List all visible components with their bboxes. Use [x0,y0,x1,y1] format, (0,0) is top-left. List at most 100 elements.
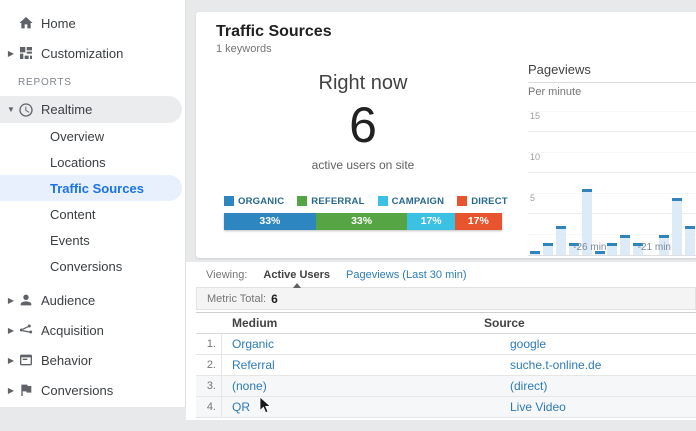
organic-swatch-icon [224,196,234,206]
legend-label: ORGANIC [238,195,285,207]
campaign-segment: 17% [407,212,455,230]
chart-bar [530,250,540,255]
row-index: 1. [196,334,222,354]
active-users-caption: active users on site [311,157,415,172]
sidebar-item-label: Customization [41,45,124,61]
reports-section-label: REPORTS [18,76,72,88]
person-icon [18,292,34,308]
metric-total-value: 6 [271,291,278,306]
source-link[interactable]: google [510,337,547,351]
sub-item-label: Traffic Sources [50,180,144,196]
sidebar-item-content[interactable]: Content [0,201,185,227]
chart-bar [581,189,592,255]
sub-item-label: Content [50,206,96,222]
page-subtitle: 1 keywords [216,43,272,55]
sources-table: Medium Source 1. Organic google 2. Refer… [196,312,696,418]
chart-title: Pageviews [528,62,696,83]
behavior-icon [18,352,34,368]
row-index: 2. [196,355,222,375]
chart-bar [684,226,695,255]
table-header-row: Medium Source [196,313,696,334]
tab-active-users[interactable]: Active Users [263,269,331,288]
viewing-label: Viewing: [206,269,248,281]
chart-bar [671,197,682,255]
chevron-down-icon: ▼ [7,105,15,114]
chart-bar [633,242,644,255]
sidebar-item-conversions[interactable]: ▶ Conversions [0,375,185,405]
pageviews-chart: Pageviews Per minute 5 10 15 -26 min -21 … [528,62,696,258]
chart-bar [542,242,553,255]
row-index: 4. [196,397,222,417]
chevron-right-icon: ▶ [7,325,15,335]
sidebar-item-realtime[interactable]: ▼ Realtime [0,96,182,123]
sub-item-label: Locations [50,154,106,170]
sidebar-item-acquisition[interactable]: ▶ Acquisition [0,315,185,345]
medium-link[interactable]: QR [232,400,250,414]
organic-segment: 33% [224,212,316,230]
table-row: 2. Referral suche.t-online.de [196,355,696,376]
source-legend: ORGANIC REFERRAL CAMPAIGN DIRECT [224,195,508,207]
column-header-source[interactable]: Source [484,316,525,330]
metric-total-label: Metric Total: [207,292,267,305]
legend-label: CAMPAIGN [391,195,445,207]
campaign-swatch-icon [377,196,388,206]
realtime-card: Traffic Sources 1 keywords Right now 6 a… [196,12,696,258]
sidebar-item-label: Home [41,15,76,31]
viewing-switcher: Viewing: Active Users Pageviews (Last 30… [186,262,696,288]
legend-item-referral: REFERRAL [297,196,364,207]
sidebar-item-customization[interactable]: ▶ Customization [0,38,185,68]
medium-link[interactable]: (none) [232,379,267,393]
tab-label: Active Users [263,269,331,281]
sidebar-item-traffic-sources[interactable]: Traffic Sources [0,175,182,201]
chart-bar [620,234,631,255]
x-tick-label: -21 min [637,242,671,253]
direct-segment: 17% [454,212,502,230]
sidebar-item-home[interactable]: Home [0,8,185,38]
sub-item-label: Overview [50,128,105,144]
flag-icon [18,382,34,398]
source-breakdown-bar: 33% 33% 17% 17% [224,212,502,230]
chevron-right-icon: ▶ [7,48,15,58]
source-link[interactable]: suche.t-online.de [510,358,602,372]
y-tick-label: 10 [530,152,541,162]
sidebar: Home ▶ Customization REPORTS ▼ Realtime … [0,0,186,407]
medium-link[interactable]: Referral [232,358,275,372]
source-link[interactable]: Live Video [510,400,566,414]
y-tick-label: 15 [530,111,541,121]
active-tab-indicator-icon [292,283,301,288]
sidebar-item-locations[interactable]: Locations [0,149,185,175]
home-icon [18,15,34,31]
legend-label: REFERRAL [311,195,365,207]
chart-bar [594,250,605,255]
acquisition-icon [18,322,34,338]
chevron-right-icon: ▶ [7,355,15,365]
source-link[interactable]: (direct) [510,379,548,393]
medium-link[interactable]: Organic [232,337,275,351]
sidebar-item-behavior[interactable]: ▶ Behavior [0,345,185,375]
legend-item-organic: ORGANIC [224,196,284,207]
details-panel: Viewing: Active Users Pageviews (Last 30… [186,262,696,420]
chart-bar [659,234,669,255]
clock-icon [18,102,34,118]
y-tick-label: 5 [530,193,536,203]
sidebar-item-overview[interactable]: Overview [0,123,185,149]
active-users-count: 6 [349,97,377,153]
pageviews-plot: 5 10 15 -26 min -21 min [528,96,696,256]
sidebar-item-events[interactable]: Events [0,227,185,253]
chart-bar [568,242,579,255]
sidebar-item-audience[interactable]: ▶ Audience [0,285,185,315]
column-header-medium[interactable]: Medium [232,316,278,330]
legend-item-direct: DIRECT [457,196,508,207]
sidebar-item-label: Audience [41,292,96,308]
sidebar-item-conversions-sub[interactable]: Conversions [0,253,185,279]
chart-subtitle: Per minute [528,86,582,98]
mouse-cursor-icon [259,396,273,419]
tab-pageviews-last-30[interactable]: Pageviews (Last 30 min) [346,269,467,281]
legend-item-campaign: CAMPAIGN [377,195,445,207]
right-now-label: Right now [318,72,408,94]
sidebar-item-label: Realtime [41,102,93,117]
row-index: 3. [196,376,222,396]
chart-bar [555,226,566,255]
page-title: Traffic Sources [216,23,332,40]
x-tick-label: -26 min [573,242,607,253]
